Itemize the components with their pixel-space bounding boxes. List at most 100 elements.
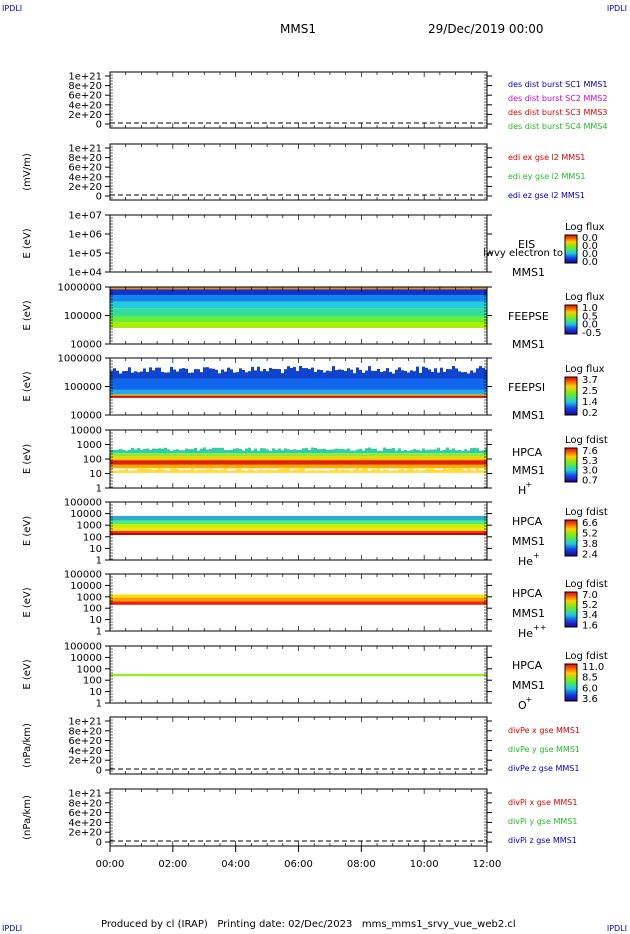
band-hpca-h-0 [263,448,266,454]
band-feepsi-0 [113,368,116,379]
band-hpca-h-5 [404,470,407,473]
colorbar-tick-hpca-h-0: 7.6 [582,446,598,457]
ytick-label-feepsi-2: 10000 [70,411,102,422]
band-feepsi-0 [188,372,191,379]
spectrogram-hpca-hepp [110,594,487,605]
band-feepsi-0 [419,373,422,379]
band-hpca-h-0 [254,448,257,454]
band-feepsi-0 [344,371,347,379]
species-label-hpca-h: H [518,484,526,497]
band-feepsi-0 [428,369,431,379]
band-hpca-h-5 [146,469,149,473]
band-hpca-h-0 [239,449,242,454]
band-feepsi-0 [125,371,128,379]
band-hpca-h-0 [296,449,299,454]
band-hpca-h-0 [371,448,374,454]
panel-feepsi: 1000000 100000 10000 E (eV) FEEPSI MMS1 Log fl… [22,354,605,423]
band-hpca-he-3 [110,528,487,531]
ytick-label-hpca-hepp-2: 1000 [77,592,102,603]
band-hpca-h-0 [362,450,365,454]
ylabel-hpca-o: E (eV) [22,659,33,689]
band-hpca-h-0 [464,449,467,454]
band-hpca-h-0 [479,450,482,454]
colorbar-tick-hpca-o-3: 3.6 [582,694,598,705]
frame-divpi [109,788,488,847]
ytick-label-des-dist-2: 6e+20 [68,91,102,102]
band-hpca-h-5 [275,470,278,473]
band-hpca-h-5 [134,470,137,473]
band-feepsi-0 [275,369,278,379]
band-hpca-h-5 [191,468,194,473]
colorbar-tick-hpca-h-3: 0.7 [582,475,598,486]
ylabel-divpe: (nPa/km) [22,723,33,768]
band-feepse-2 [110,295,487,302]
colorbar-tick-hpca-hepp-0: 7.0 [582,590,598,601]
colorbar-tick-eis-1: 0.0 [582,241,598,252]
xtick-label-1: 02:00 [158,859,187,870]
band-feepsi-0 [470,370,473,379]
band-feepsi-0 [242,370,245,379]
band-hpca-h-0 [161,448,164,454]
band-hpca-h-5 [128,470,131,473]
legend-des-dist-1: des dist burst SC2 MMS2 [508,94,607,103]
band-feepsi-0 [191,372,194,379]
band-hpca-h-5 [440,470,443,473]
band-feepsi-0 [449,369,452,379]
band-hpca-h-5 [416,469,419,473]
band-feepsi-0 [215,369,218,379]
band-hpca-he-2 [110,524,487,529]
legend-divpi-2: divPi z gse MMS1 [508,836,577,845]
ytick-label-feepse-1: 100000 [64,311,102,322]
band-hpca-h-5 [347,469,350,473]
band-hpca-h-0 [404,449,407,454]
colorbar-tick-hpca-hepp-1: 5.2 [582,600,598,611]
band-feepsi-0 [329,371,332,379]
ytick-label-divpi-1: 8e+20 [68,798,102,809]
band-hpca-h-0 [449,449,452,454]
ytick-label-hpca-h-1: 1000 [77,440,102,451]
band-feepsi-0 [479,366,482,379]
legend-divpe-0: divPe x gse MMS1 [508,726,580,735]
band-hpca-h-5 [374,469,377,473]
legend-edi-1: edi ey gse l2 MMS1 [508,172,586,181]
band-hpca-h-0 [467,450,470,454]
band-hpca-h-0 [269,450,272,454]
band-hpca-o-0 [110,673,487,677]
band-hpca-h-5 [284,468,287,473]
band-hpca-h-5 [485,469,487,473]
band-hpca-h-5 [434,469,437,473]
band-hpca-h-5 [386,470,389,473]
ytick-label-divpe-4: 2e+20 [68,756,102,767]
band-hpca-h-0 [293,449,296,454]
legend-divpe-1: divPe y gse MMS1 [508,745,580,754]
xtick-label-3: 06:00 [284,859,313,870]
colorbar-hpca-hepp [564,591,578,628]
band-feepsi-0 [302,368,305,379]
band-hpca-h-0 [176,449,179,454]
band-feepsi-0 [116,370,119,379]
band-hpca-h-0 [326,449,329,454]
colorbar-tick-feepse-3: -0.5 [582,328,602,339]
band-feepsi-0 [314,372,317,379]
band-hpca-h-0 [431,449,434,454]
colorbar-tick-hpca-he-1: 5.2 [582,528,598,539]
band-feepsi-0 [482,367,485,379]
band-hpca-h-0 [185,448,188,454]
frame-eis [109,214,488,273]
colorbar-title-hpca-o: Log fdist [565,651,608,662]
band-hpca-h-0 [230,449,233,454]
band-hpca-h-5 [113,470,116,473]
band-feepsi-0 [407,372,410,379]
band-hpca-h-5 [329,470,332,473]
ytick-label-des-dist-1: 8e+20 [68,81,102,92]
band-feepsi-0 [461,372,464,379]
band-feepsi-0 [173,369,176,379]
band-hpca-h-0 [158,448,161,454]
band-hpca-h-5 [413,470,416,473]
band-hpca-h-5 [143,468,146,473]
ylabel-feepsi: E (eV) [22,371,33,401]
band-hpca-hepp-2 [110,601,487,605]
band-hpca-h-0 [335,448,338,454]
